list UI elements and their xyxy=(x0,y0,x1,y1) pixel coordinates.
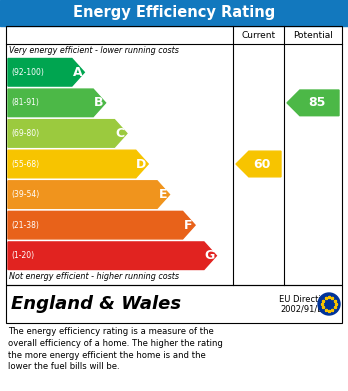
Polygon shape xyxy=(8,59,84,86)
Text: Energy Efficiency Rating: Energy Efficiency Rating xyxy=(73,5,275,20)
Polygon shape xyxy=(8,212,195,239)
Text: EU Directive: EU Directive xyxy=(279,294,331,303)
Text: C: C xyxy=(116,127,125,140)
Text: (69-80): (69-80) xyxy=(11,129,39,138)
Bar xyxy=(0,0,348,26)
Text: Very energy efficient - lower running costs: Very energy efficient - lower running co… xyxy=(9,46,179,55)
Text: (81-91): (81-91) xyxy=(11,99,39,108)
Polygon shape xyxy=(8,181,169,208)
Text: (92-100): (92-100) xyxy=(11,68,44,77)
Text: Not energy efficient - higher running costs: Not energy efficient - higher running co… xyxy=(9,272,179,281)
Text: Current: Current xyxy=(242,30,276,39)
Text: (55-68): (55-68) xyxy=(11,160,39,169)
Text: (21-38): (21-38) xyxy=(11,221,39,230)
Polygon shape xyxy=(287,90,339,116)
Text: 60: 60 xyxy=(254,158,271,170)
Text: (1-20): (1-20) xyxy=(11,251,34,260)
Text: 85: 85 xyxy=(308,96,325,109)
Text: Potential: Potential xyxy=(293,30,333,39)
Polygon shape xyxy=(8,120,127,147)
Text: G: G xyxy=(204,249,215,262)
Polygon shape xyxy=(8,242,216,269)
Text: B: B xyxy=(94,96,104,109)
Polygon shape xyxy=(8,150,148,178)
Circle shape xyxy=(318,293,340,315)
Bar xyxy=(6,26,342,285)
Text: England & Wales: England & Wales xyxy=(11,295,181,313)
Text: (39-54): (39-54) xyxy=(11,190,39,199)
Polygon shape xyxy=(236,151,281,177)
Polygon shape xyxy=(8,89,105,117)
Text: D: D xyxy=(136,158,147,170)
Text: F: F xyxy=(184,219,192,231)
Text: A: A xyxy=(73,66,82,79)
Text: 2002/91/EC: 2002/91/EC xyxy=(281,305,329,314)
Text: The energy efficiency rating is a measure of the
overall efficiency of a home. T: The energy efficiency rating is a measur… xyxy=(8,327,223,371)
Text: E: E xyxy=(158,188,167,201)
Bar xyxy=(6,285,342,323)
